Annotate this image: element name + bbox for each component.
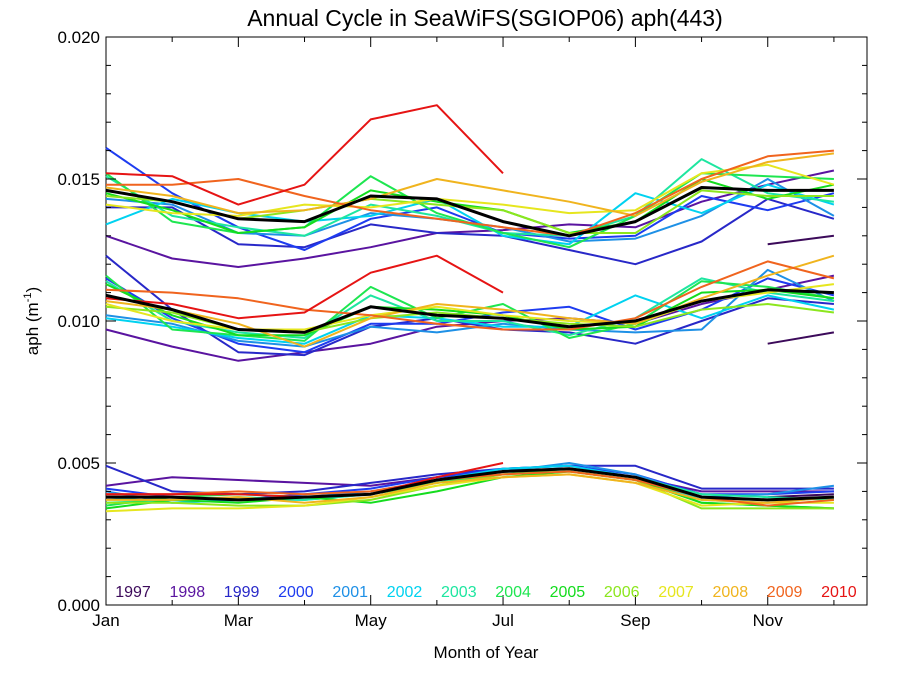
series-line-2010-group-2 [105, 254, 504, 320]
y-axis-label-main: aph (m [23, 302, 42, 355]
series-line-1999-group-2 [105, 254, 834, 357]
chart-title: Annual Cycle in SeaWiFS(SGIOP06) aph(443… [247, 5, 723, 31]
legend-entry-2006: 2006 [604, 584, 640, 601]
legend-entry-2004: 2004 [495, 584, 531, 601]
series-line-2003-group-2 [105, 277, 835, 339]
series-line-1997-group-2 [767, 331, 835, 345]
x-tick-label: Nov [753, 611, 784, 630]
legend-entry-2001: 2001 [332, 584, 368, 601]
legend-entry-2008: 2008 [713, 584, 749, 601]
series-line-2003-group-1 [105, 158, 835, 237]
x-tick-label: Mar [224, 611, 254, 630]
x-tick-label: Jul [492, 611, 514, 630]
series-line-2000-group-1 [105, 146, 835, 251]
series-line-1999-group-1 [106, 197, 835, 266]
y-tick-label: 0.015 [57, 170, 100, 189]
series-layer [105, 104, 835, 513]
y-axis-label-close: ) [23, 287, 42, 293]
mean-line-group-1 [105, 186, 834, 238]
series-line-2007-group-3 [105, 473, 834, 513]
series-line-2009-group-1 [106, 149, 834, 237]
y-axis-label: aph (m-1) [22, 287, 42, 355]
legend-entry-1997: 1997 [115, 584, 151, 601]
x-tick-label: Sep [620, 611, 650, 630]
series-line-2009-group-2 [105, 260, 835, 331]
x-tick-label: May [355, 611, 388, 630]
legend-entry-2007: 2007 [658, 584, 694, 601]
legend: 1997 1998 1999 2000 2001 2002 2003 2004 2005 2006… [115, 584, 857, 601]
legend-entry-2005: 2005 [550, 584, 586, 601]
legend-entry-1999: 1999 [224, 584, 260, 601]
series-line-2008-group-2 [105, 254, 835, 348]
series-line-2010-group-1 [105, 104, 504, 206]
series-line-2005-group-2 [105, 283, 835, 337]
legend-entry-2009: 2009 [767, 584, 803, 601]
series-line-2005-group-1 [105, 178, 835, 234]
series-line-2008-group-3 [106, 473, 834, 504]
series-line-2001-group-2 [105, 268, 835, 348]
y-tick-label: 0.000 [57, 596, 100, 615]
legend-entry-1998: 1998 [170, 584, 206, 601]
legend-entry-2010: 2010 [821, 584, 857, 601]
mean-line-group-2 [105, 288, 834, 334]
series-line-2008-group-1 [105, 152, 835, 217]
legend-entry-2002: 2002 [387, 584, 423, 601]
series-line-1997-group-1 [767, 234, 835, 246]
series-line-2002-group-2 [105, 294, 835, 345]
x-tick-label: Jan [92, 611, 119, 630]
ticks-layer: Jan Mar May Jul Sep Nov 0.000 0.005 0.010 0.015 0.… [57, 28, 867, 630]
y-axis-label-exp: -1 [22, 292, 34, 302]
y-tick-label: 0.020 [57, 28, 100, 47]
mean-layer [105, 186, 834, 502]
y-tick-label: 0.005 [57, 454, 100, 473]
x-axis-label: Month of Year [434, 643, 539, 662]
mean-line-group-3 [106, 467, 834, 502]
series-line-2005-group-3 [105, 470, 834, 510]
legend-entry-2000: 2000 [278, 584, 314, 601]
y-tick-label: 0.010 [57, 312, 100, 331]
legend-entry-2003: 2003 [441, 584, 477, 601]
